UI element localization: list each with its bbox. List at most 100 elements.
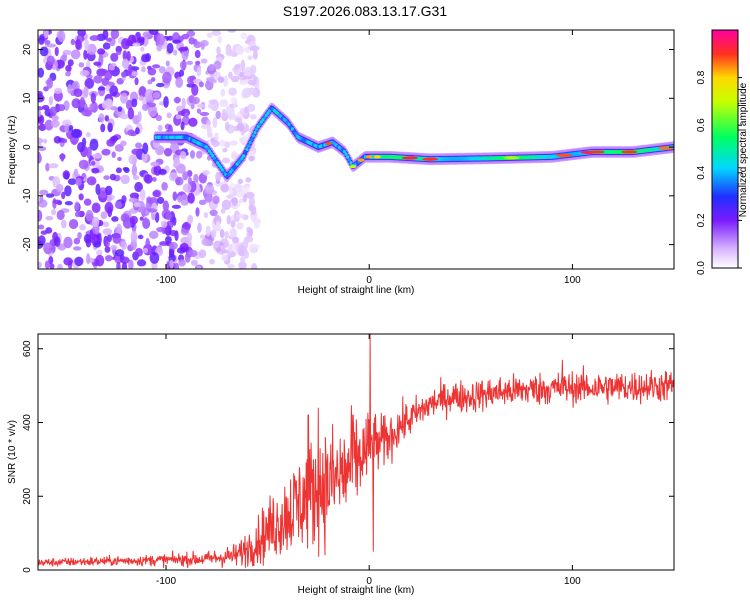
spectrogram-noise-blob — [181, 33, 190, 40]
spectrogram-noise-blob — [238, 261, 247, 269]
spectrogram-noise-blob — [67, 178, 77, 185]
spectrogram-noise-blob — [116, 223, 122, 236]
spectrogram-noise-blob — [108, 64, 116, 71]
spectrogram-noise-blob — [209, 258, 215, 265]
spectrogram-y-tick-label: -20 — [22, 237, 33, 252]
spectrogram-noise-blob — [44, 39, 51, 45]
spectrogram-noise-blob — [224, 121, 230, 132]
spectrogram-noise-blob — [247, 79, 257, 86]
spectrogram-noise-blob — [144, 88, 154, 101]
spectrogram-noise-blob — [102, 42, 111, 50]
spectrogram-noise-blob — [67, 59, 74, 67]
spectrogram-x-tick-label: 100 — [564, 275, 581, 286]
spectrogram-noise-blob — [187, 214, 194, 224]
spectrogram-noise-blob — [104, 70, 113, 81]
spectrogram-noise-blob — [248, 155, 255, 162]
spectrogram-noise-blob — [75, 177, 83, 187]
spectrogram-noise-blob — [228, 71, 233, 79]
spectrogram-noise-blob — [220, 88, 226, 97]
spectrogram-noise-blob — [74, 256, 84, 267]
spectrogram-noise-blob — [91, 161, 96, 166]
spectrogram-noise-blob — [244, 184, 250, 194]
spectrogram-noise-blob — [101, 148, 111, 156]
spectrogram-hotspot — [349, 164, 357, 169]
spectrogram-noise-blob — [202, 170, 210, 176]
colorbar-ticks: 0.0 0.2 0.4 0.6 0.8 — [696, 70, 742, 275]
spectrogram-noise-blob — [199, 234, 206, 239]
spectrogram-noise-blob — [131, 98, 138, 108]
spectrogram-noise-blob — [143, 217, 149, 226]
spectrogram-noise-blob — [195, 150, 203, 159]
spectrogram-noise-blob — [115, 45, 123, 54]
spectrogram-noise-blob — [56, 184, 64, 193]
spectrogram-y-tick-label: -10 — [22, 188, 33, 203]
spectrogram-noise-blob — [166, 42, 174, 54]
spectrogram-noise-blob — [127, 107, 135, 120]
spectrogram-ridge-center — [246, 144, 251, 148]
spectrogram-noise-blob — [95, 183, 101, 196]
spectrogram-noise-blob — [244, 66, 252, 77]
spectrogram-noise-blob — [236, 213, 245, 219]
spectrogram-noise-blob — [54, 87, 63, 94]
spectrogram-noise-blob — [89, 139, 99, 151]
spectrogram-noise-blob — [38, 224, 45, 230]
spectrogram-noise-blob — [230, 97, 236, 104]
spectrogram-frame — [37, 29, 675, 270]
spectrogram-noise-blob — [139, 188, 146, 201]
spectrogram-noise-blob — [67, 83, 73, 94]
spectrogram-noise-blob — [173, 157, 181, 167]
spectrogram-noise-blob — [120, 140, 127, 147]
spectrogram-noise-blob — [122, 50, 128, 61]
spectrogram-noise-blob — [236, 122, 245, 132]
spectrogram-noise-blob — [223, 75, 229, 88]
spectrogram-x-label: Height of straight line (km) — [298, 285, 415, 296]
spectrogram-noise-blob — [186, 232, 193, 243]
spectrogram-noise-blob — [126, 50, 131, 62]
spectrogram-noise-blob — [85, 131, 91, 138]
spectrogram-noise-blob — [200, 42, 205, 51]
spectrogram-noise-blob — [110, 30, 120, 39]
spectrogram-noise-blob — [104, 115, 110, 122]
snr-y-tick-label: 600 — [22, 340, 33, 357]
spectrogram-ridge-center — [342, 149, 347, 154]
spectrogram-noise-blob — [209, 209, 218, 217]
spectrogram-noise-blob — [147, 67, 157, 76]
spectrogram-noise-blob — [79, 69, 90, 77]
spectrogram-noise-blob — [93, 61, 102, 66]
spectrogram-noise-blob — [227, 30, 237, 33]
spectrogram-noise-blob — [61, 191, 66, 200]
spectrogram-noise-blob — [112, 232, 122, 244]
spectrogram-noise-blob — [193, 41, 202, 49]
spectrogram-noise-blob — [140, 46, 145, 52]
spectrogram-noise-blob — [137, 36, 145, 43]
spectrogram-noise-blob — [149, 251, 160, 264]
snr-y-tick-label: 0 — [22, 567, 33, 573]
spectrogram-noise-blob — [109, 173, 117, 181]
spectrogram-noise-blob — [246, 226, 252, 233]
snr-x-tick-label: 100 — [564, 576, 581, 587]
spectrogram-noise-blob — [131, 164, 138, 177]
spectrogram-noise-blob — [44, 260, 51, 269]
spectrogram-noise-blob — [95, 254, 105, 267]
spectrogram-noise-blob — [130, 71, 138, 77]
spectrogram-noise-blob — [196, 108, 202, 114]
spectrogram-noise-blob — [135, 247, 143, 257]
spectrogram-noise-blob — [134, 181, 143, 193]
spectrogram-noise-blob — [186, 83, 196, 88]
spectrogram-ridge-center — [346, 155, 350, 159]
spectrogram-noise-blob — [83, 233, 92, 244]
spectrogram-noise-blob — [62, 170, 70, 180]
spectrogram-noise-blob — [234, 64, 241, 70]
spectrogram-noise-blob — [230, 220, 236, 228]
colorbar-tick-label: 0.8 — [696, 70, 707, 84]
spectrogram-noise-blob — [56, 104, 66, 112]
spectrogram-noise-blob — [244, 106, 249, 114]
spectrogram-noise-blob — [203, 212, 209, 219]
spectrogram-noise-blob — [221, 157, 230, 164]
spectrogram-noise-blob — [215, 110, 221, 120]
spectrogram-noise-blob — [181, 200, 187, 206]
spectrogram-noise-blob — [142, 142, 149, 155]
spectrogram-noise-blob — [77, 232, 82, 240]
spectrogram-noise-blob — [156, 196, 165, 204]
spectrogram-noise-blob — [232, 236, 240, 244]
